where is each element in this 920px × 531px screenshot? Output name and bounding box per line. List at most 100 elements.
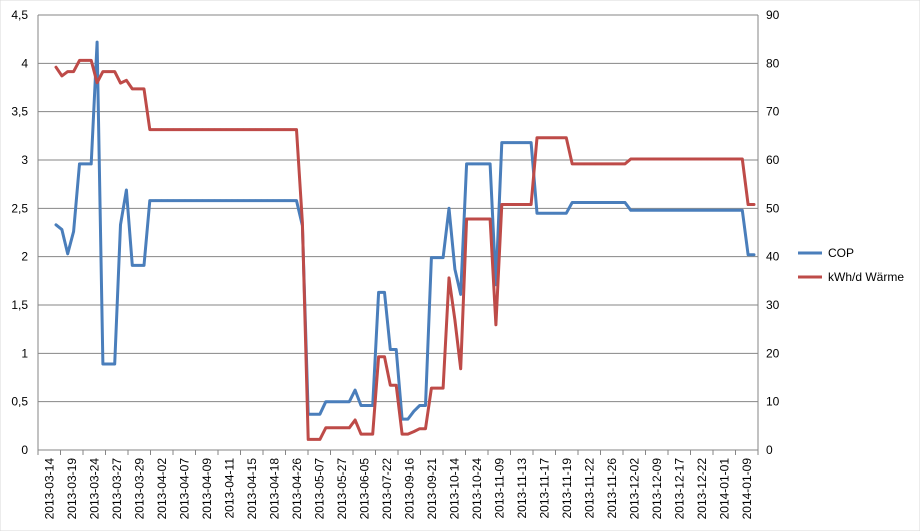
- data-point: [289, 199, 292, 202]
- data-point: [441, 256, 445, 259]
- data-point: [553, 212, 556, 215]
- data-point: [653, 157, 656, 161]
- data-point: [131, 87, 134, 91]
- data-point: [136, 264, 140, 267]
- data-point: [183, 199, 187, 202]
- data-point: [600, 162, 603, 166]
- y2-tick-label: 30: [766, 298, 780, 312]
- data-point: [207, 199, 210, 202]
- data-point: [524, 141, 527, 144]
- data-point: [78, 162, 81, 166]
- data-point: [395, 384, 398, 387]
- data-point: [600, 201, 603, 204]
- data-point: [236, 128, 239, 131]
- data-point: [617, 201, 621, 204]
- data-point: [312, 413, 316, 416]
- data-point: [125, 79, 128, 82]
- data-point: [653, 209, 656, 212]
- data-point: [700, 209, 703, 212]
- data-point: [518, 141, 521, 144]
- data-point: [125, 188, 128, 192]
- data-point: [207, 128, 210, 131]
- data-point: [500, 141, 503, 144]
- data-point: [324, 426, 327, 429]
- data-point: [424, 427, 427, 430]
- data-point: [113, 362, 116, 366]
- data-point: [271, 128, 275, 131]
- data-point: [178, 199, 181, 202]
- data-point: [277, 128, 281, 131]
- data-point: [535, 212, 539, 215]
- data-point: [318, 438, 322, 441]
- x-tick-label: 2013-03-29: [132, 458, 146, 520]
- data-point: [359, 432, 363, 436]
- data-point: [78, 59, 81, 62]
- x-tick-label: 2013-11-09: [492, 458, 506, 519]
- x-tick-label: 2013-12-22: [695, 458, 709, 520]
- data-point: [60, 74, 64, 78]
- data-point: [342, 400, 345, 403]
- x-tick-label: 2013-09-16: [402, 458, 416, 520]
- x-tick-label: 2013-03-24: [87, 458, 101, 520]
- data-point: [670, 157, 674, 161]
- y2-tick-label: 70: [766, 105, 780, 119]
- data-point: [412, 430, 415, 433]
- data-point: [189, 199, 193, 202]
- data-point: [576, 201, 580, 204]
- y2-tick-label: 60: [766, 153, 780, 167]
- data-point: [107, 362, 111, 366]
- data-point: [635, 209, 638, 212]
- x-tick-label: 2013-05-27: [335, 458, 349, 520]
- data-point: [535, 136, 539, 139]
- data-point: [723, 209, 726, 212]
- data-point: [612, 162, 615, 166]
- data-point: [248, 128, 251, 131]
- data-point: [160, 128, 163, 131]
- data-point: [342, 426, 345, 429]
- data-point: [635, 157, 638, 161]
- y-tick-label: 2,5: [11, 201, 28, 215]
- data-point: [506, 203, 509, 206]
- data-point: [224, 128, 228, 131]
- data-point: [606, 162, 609, 166]
- x-tick-label: 2013-07-22: [380, 458, 394, 520]
- data-point: [283, 199, 286, 202]
- data-point: [664, 157, 668, 161]
- x-tick-label: 2013-03-27: [110, 458, 124, 520]
- data-point: [189, 128, 193, 131]
- data-point: [418, 404, 421, 407]
- data-point: [659, 209, 662, 212]
- data-point: [659, 157, 662, 161]
- data-point: [183, 128, 187, 131]
- x-tick-label: 2013-04-07: [177, 458, 191, 520]
- data-point: [606, 201, 609, 204]
- data-point: [623, 201, 627, 204]
- y-tick-label: 4,5: [11, 8, 28, 22]
- x-tick-label: 2013-11-17: [537, 458, 551, 519]
- data-point: [553, 136, 556, 139]
- data-point: [629, 157, 632, 161]
- data-point: [547, 136, 550, 139]
- data-point: [348, 400, 351, 403]
- data-point: [201, 199, 204, 202]
- data-point: [371, 404, 374, 407]
- data-point: [389, 384, 392, 387]
- data-point: [682, 157, 685, 161]
- data-point: [136, 87, 140, 91]
- data-point: [576, 162, 580, 166]
- data-point: [131, 264, 134, 267]
- data-point: [166, 128, 169, 131]
- data-point: [582, 162, 586, 166]
- data-point: [289, 128, 292, 131]
- data-point: [400, 432, 404, 436]
- data-point: [295, 199, 298, 202]
- y-tick-label: 0: [21, 443, 28, 457]
- data-point: [84, 59, 87, 62]
- series-heat: [54, 58, 756, 441]
- data-point: [236, 199, 239, 202]
- data-point: [377, 291, 380, 294]
- data-point: [418, 427, 421, 430]
- data-point: [230, 199, 234, 202]
- data-point: [318, 413, 322, 416]
